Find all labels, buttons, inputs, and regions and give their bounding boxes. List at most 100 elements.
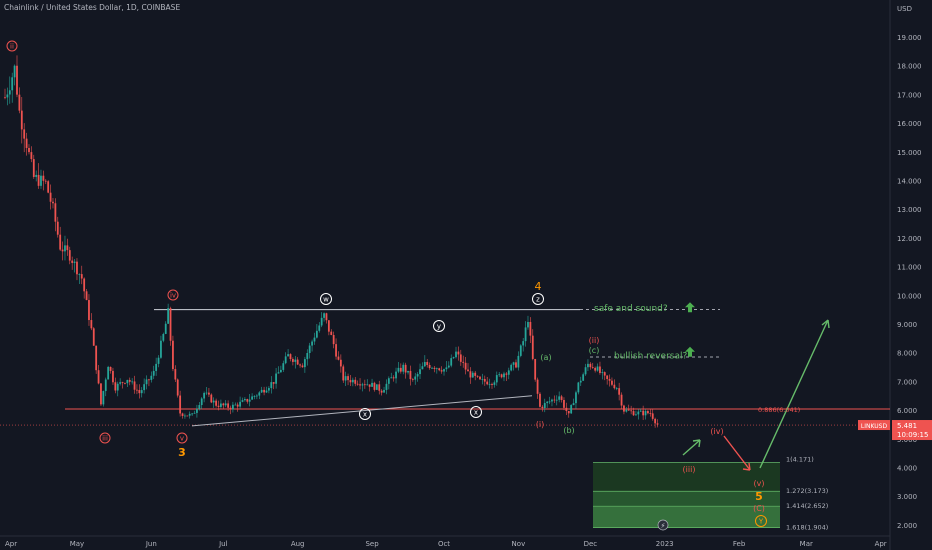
wave-label-b: (b) — [563, 426, 574, 435]
candle-body — [100, 383, 102, 405]
candle-body — [467, 369, 469, 372]
candle-body — [639, 410, 642, 412]
candle-body — [493, 382, 496, 385]
candle-body — [476, 375, 479, 377]
candle-body — [318, 325, 321, 331]
x-tick-label: Aug — [291, 540, 305, 548]
candle-body — [527, 321, 529, 328]
candle-body — [217, 405, 220, 407]
candle-body — [248, 399, 251, 402]
x-tick-label: Dec — [584, 540, 598, 548]
candle-body — [311, 341, 313, 346]
candle-body — [263, 389, 265, 393]
candle-body — [426, 361, 429, 365]
candle-body — [143, 384, 146, 391]
candle-body — [630, 410, 633, 412]
candle-body — [543, 403, 546, 409]
y-tick-label: 10.000 — [897, 292, 922, 300]
arrow-head-icon — [742, 462, 751, 471]
candle-body — [596, 366, 599, 371]
candle-body — [315, 330, 318, 338]
candle-body — [618, 388, 621, 395]
bar-countdown: 10:09:15 — [897, 431, 928, 439]
candle-body — [534, 358, 537, 380]
candle-body — [435, 368, 438, 370]
candle-body — [519, 345, 522, 356]
candle-body — [164, 323, 167, 334]
candle-body — [457, 351, 460, 355]
candle-body — [656, 423, 659, 425]
candle-body — [651, 413, 654, 419]
candle-body — [428, 364, 431, 368]
candle-body — [104, 379, 107, 392]
candle-body — [222, 403, 225, 406]
wave-label-Y: Y — [758, 518, 764, 526]
candle-body — [18, 94, 21, 111]
candle-body — [306, 353, 309, 360]
candle-body — [23, 129, 26, 139]
candle-body — [539, 393, 541, 407]
candle-body — [455, 351, 457, 358]
wave-label-x: x — [363, 411, 367, 419]
candle-body — [68, 250, 71, 261]
candle-body — [445, 367, 448, 370]
candle-body — [613, 384, 616, 389]
candle-body — [97, 370, 100, 384]
x-tick-label: Apr — [5, 540, 17, 548]
projection-arrow-up-large — [759, 319, 829, 469]
candle-body — [160, 340, 162, 358]
candle-body — [366, 384, 369, 386]
candle-body — [459, 354, 462, 362]
candle-body — [174, 369, 177, 380]
candle-body — [83, 278, 86, 292]
wave-label-x-circle — [359, 408, 371, 420]
x-tick-label: Jul — [218, 540, 228, 548]
candle-body — [491, 383, 493, 385]
candle-body — [124, 382, 126, 384]
candle-body — [212, 400, 215, 403]
candle-body — [421, 366, 424, 370]
candle-body — [215, 400, 218, 406]
candle-body — [37, 174, 40, 186]
candle-body — [620, 394, 623, 406]
candle-body — [611, 380, 613, 385]
candle-body — [488, 383, 491, 385]
candle-body — [119, 382, 122, 384]
candle-body — [375, 384, 378, 390]
last-price-symbol-tag — [858, 420, 890, 431]
candle-body — [510, 364, 513, 371]
candle-body — [368, 384, 371, 387]
candle-body — [265, 390, 268, 393]
candle-body — [471, 372, 474, 378]
candle-body — [52, 201, 54, 204]
candle-body — [558, 396, 561, 400]
candle-body — [64, 245, 66, 252]
candle-body — [11, 77, 14, 91]
y-tick-label: 4.000 — [897, 465, 917, 473]
projection-arrow-down — [723, 435, 751, 471]
candle-body — [431, 367, 433, 369]
candle-body — [570, 405, 573, 414]
candle-body — [517, 355, 520, 368]
candle-body — [474, 372, 477, 376]
wave-label-iv: iv — [170, 292, 176, 300]
wave-label-C: (C) — [753, 504, 765, 513]
candle-body — [4, 97, 6, 99]
candle-body — [35, 174, 38, 177]
candle-body — [555, 399, 558, 401]
candle-body — [71, 260, 74, 263]
candle-body — [575, 392, 577, 404]
candle-body — [42, 175, 45, 181]
wave-label-iv-small: (iv) — [710, 427, 723, 436]
candle-body — [138, 390, 141, 394]
candle-body — [608, 379, 611, 381]
candle-body — [227, 403, 230, 408]
annotation-bullish: bullish reversal? — [614, 352, 687, 362]
fib-zone-2 — [593, 491, 780, 507]
candle-body — [469, 371, 472, 378]
wave-label-3: 3 — [178, 446, 186, 459]
y-tick-label: 8.000 — [897, 350, 917, 358]
